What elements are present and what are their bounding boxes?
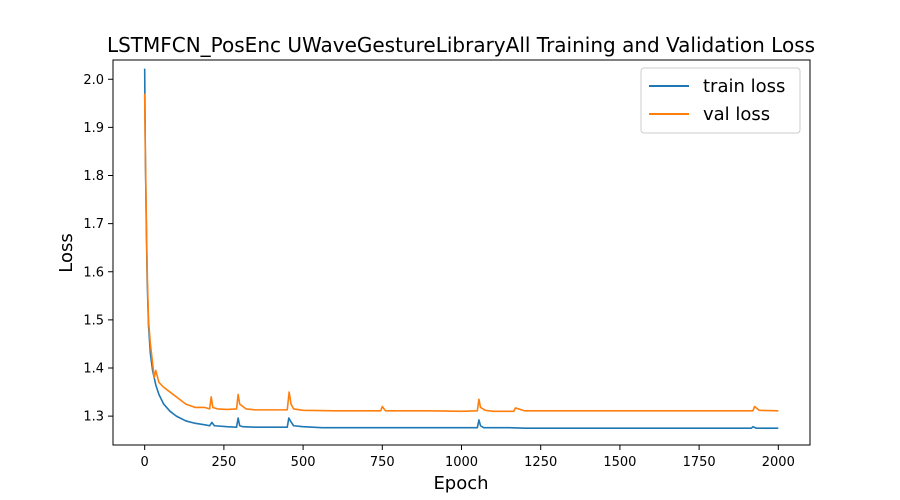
x-tick-label: 2000 (762, 455, 795, 470)
x-tick-label: 1750 (683, 455, 716, 470)
y-tick-label: 1.3 (83, 410, 104, 425)
x-tick-label: 750 (370, 455, 395, 470)
legend-label-train-loss: train loss (703, 76, 785, 97)
legend-box (640, 67, 801, 134)
series-line-val-loss (143, 93, 779, 413)
x-axis-label: Epoch (433, 473, 488, 494)
series-layer (143, 68, 779, 429)
y-tick-label: 1.6 (83, 265, 104, 280)
x-tick-label: 1500 (603, 455, 636, 470)
y-axis-label: Loss (56, 233, 77, 272)
y-tick-label: 1.8 (83, 169, 104, 184)
x-tick-label: 250 (211, 455, 236, 470)
y-tick-label: 1.9 (83, 121, 104, 136)
series-line-train-loss (143, 68, 779, 429)
y-tick-label: 1.7 (83, 217, 104, 232)
y-tick-label: 1.5 (83, 313, 104, 328)
legend-label-val-loss: val loss (703, 104, 770, 125)
x-tick-label: 1000 (445, 455, 478, 470)
chart-title: LSTMFCN_PosEnc UWaveGestureLibraryAll Tr… (107, 33, 815, 57)
x-tick-label: 1250 (524, 455, 557, 470)
y-axis-ticks: 1.3 1.4 1.5 1.6 1.7 1.8 1.9 2.0 (83, 73, 113, 425)
x-tick-label: 0 (141, 455, 149, 470)
x-axis-ticks: 0 250 500 750 1000 1250 1500 1750 2000 (141, 445, 795, 470)
x-tick-label: 500 (291, 455, 316, 470)
y-tick-label: 1.4 (83, 362, 104, 377)
legend: train loss val loss (640, 67, 801, 134)
y-tick-label: 2.0 (83, 73, 104, 88)
